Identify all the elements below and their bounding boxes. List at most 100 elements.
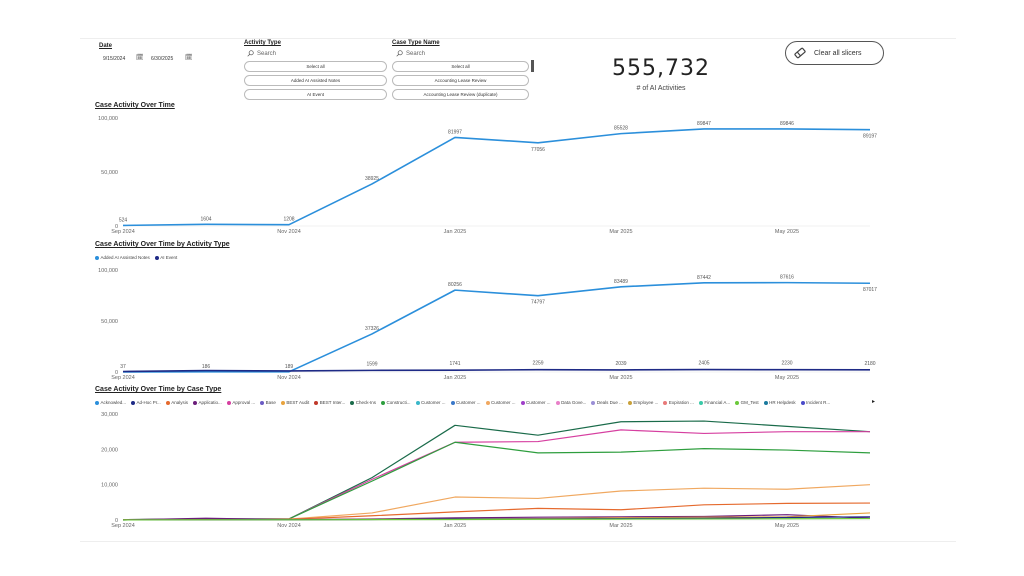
legend-item[interactable]: Added AI Assisted Notes: [95, 255, 150, 260]
chart-title-case-type: Case Activity Over Time by Case Type: [95, 386, 222, 393]
series-line: [122, 281, 871, 373]
x-tick-label: Nov 2024: [277, 523, 301, 529]
legend-item[interactable]: GM_Test: [735, 400, 759, 405]
y-tick-label: 0: [115, 518, 118, 524]
legend-label: Added AI Assisted Notes: [100, 255, 150, 260]
legend-item[interactable]: Acknowled...: [95, 400, 126, 405]
legend-color-dot: [131, 400, 136, 405]
data-label: 1208: [283, 217, 294, 223]
legend-color-dot: [415, 400, 420, 405]
data-label: 2405: [698, 361, 709, 367]
data-label: 83489: [614, 279, 628, 285]
legend-item[interactable]: Analysis: [165, 400, 188, 405]
case-type-search[interactable]: Search: [396, 50, 425, 57]
legend-label: Applicatio...: [198, 400, 222, 405]
legend-item[interactable]: Financial A...: [698, 400, 731, 405]
data-label: 74797: [531, 300, 545, 306]
y-tick-label: 20,000: [101, 447, 118, 453]
legend-item[interactable]: Constructi...: [380, 400, 411, 405]
legend-color-dot: [226, 400, 231, 405]
legend-label: HR Helpdesk: [769, 400, 796, 405]
case-option-select-all[interactable]: Select all: [392, 61, 529, 72]
legend-label: Incident R...: [806, 400, 831, 405]
legend-color-dot: [627, 400, 632, 405]
legend-item[interactable]: HR Helpdesk: [763, 400, 796, 405]
legend-item[interactable]: AI Event: [154, 255, 177, 260]
legend-color-dot: [193, 400, 198, 405]
legend-color-dot: [95, 400, 99, 405]
legend-item[interactable]: Data Gove...: [555, 400, 586, 405]
activity-option-select-all[interactable]: Select all: [244, 61, 387, 72]
legend-item[interactable]: Employee ...: [627, 400, 658, 405]
legend-item[interactable]: Customer ...: [450, 400, 481, 405]
legend-label: Customer ...: [456, 400, 481, 405]
data-label: 37326: [365, 326, 379, 332]
case-type-scrollbar[interactable]: [531, 60, 534, 72]
chart-title-case-activity: Case Activity Over Time: [95, 102, 175, 109]
series-line: [122, 429, 870, 521]
y-tick-label: 10,000: [101, 483, 118, 489]
legend-item[interactable]: Customer ...: [520, 400, 551, 405]
end-date-input[interactable]: 6/30/2025: [151, 56, 174, 62]
legend-color-dot: [450, 400, 455, 405]
date-slicer-title: Date: [99, 43, 113, 49]
legend-color-dot: [350, 400, 355, 405]
case-option-accounting-lease-review[interactable]: Accounting Lease Review: [392, 75, 529, 86]
legend-item[interactable]: Incident R...: [800, 400, 831, 405]
legend-item[interactable]: BEST Audit: [280, 400, 309, 405]
data-label: 89197: [863, 134, 877, 140]
activity-option-ai-event[interactable]: AI Event: [244, 89, 387, 100]
data-label: 87616: [780, 275, 794, 281]
legend-color-dot: [698, 400, 703, 405]
x-tick-label: Mar 2025: [609, 375, 632, 381]
calendar-icon[interactable]: 🗓︎: [136, 55, 144, 61]
legend-item[interactable]: Applicatio...: [193, 400, 222, 405]
legend-label: Customer ...: [526, 400, 551, 405]
x-tick-label: Mar 2025: [609, 229, 632, 235]
calendar-icon[interactable]: 🗓︎: [185, 55, 193, 61]
y-tick-label: 100,000: [98, 116, 118, 122]
legend-item[interactable]: BEST Inter...: [314, 400, 345, 405]
legend-item[interactable]: Ad-Hoc Pr...: [131, 400, 161, 405]
legend-label: Ad-Hoc Pr...: [136, 400, 161, 405]
legend-next-arrow-icon[interactable]: ▸: [872, 399, 876, 405]
start-date-input[interactable]: 9/15/2024: [103, 56, 126, 62]
legend-item[interactable]: Deals Due ...: [591, 400, 623, 405]
legend-color-dot: [520, 400, 525, 405]
x-tick-label: Nov 2024: [277, 229, 301, 235]
data-label: 1741: [449, 361, 460, 367]
legend-item[interactable]: Approval ...: [226, 400, 255, 405]
clear-all-slicers-label: Clear all slicers: [814, 49, 862, 57]
case-type-legend: Acknowled... Ad-Hoc Pr... Analysis Applicat…: [95, 400, 870, 405]
legend-color-dot: [663, 400, 668, 405]
legend-item[interactable]: Customer ...: [485, 400, 516, 405]
legend-color-dot: [260, 400, 265, 405]
legend-color-dot: [591, 400, 596, 405]
legend-item[interactable]: Customer ...: [415, 400, 446, 405]
legend-color-dot: [95, 255, 99, 260]
legend-item[interactable]: Check-Ins: [350, 400, 376, 405]
legend-item[interactable]: Base: [260, 400, 276, 405]
y-tick-label: 50,000: [101, 319, 118, 325]
case-option-accounting-lease-review-duplicate[interactable]: Accounting Lease Review (duplicate): [392, 89, 529, 100]
activity-type-search[interactable]: Search: [247, 50, 276, 57]
search-icon: [396, 50, 403, 57]
legend-color-dot: [800, 400, 805, 405]
kpi-label: # of AI Activities: [636, 85, 686, 92]
x-tick-label: Jan 2025: [444, 523, 467, 529]
y-tick-label: 100,000: [98, 268, 118, 274]
activity-type-legend: Added AI Assisted Notes AI Event: [95, 255, 177, 260]
x-tick-label: May 2025: [775, 375, 799, 381]
legend-color-dot: [380, 400, 385, 405]
series-line: [122, 514, 871, 521]
clear-all-slicers-button[interactable]: Clear all slicers: [785, 41, 884, 65]
data-label: 2039: [615, 361, 626, 367]
activity-option-added-ai-notes[interactable]: Added AI Assisted Notes: [244, 75, 387, 86]
data-label: 89847: [697, 121, 711, 127]
y-tick-label: 0: [115, 370, 118, 376]
kpi-value: 555,732: [612, 56, 710, 81]
data-label: 186: [202, 364, 211, 370]
legend-label: Financial A...: [704, 400, 731, 405]
y-tick-label: 30,000: [101, 412, 118, 418]
legend-item[interactable]: Expiration ...: [663, 400, 694, 405]
